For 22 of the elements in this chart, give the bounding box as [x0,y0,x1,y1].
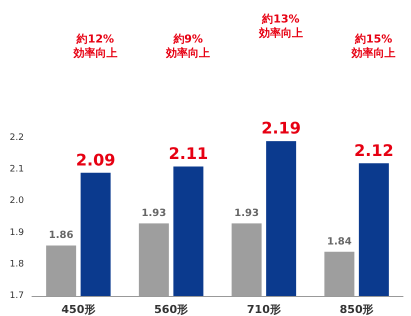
data-label: 1.93 [142,208,166,219]
y-tick-label: 1.8 [10,259,24,270]
y-tick-label: 2.1 [10,164,24,175]
text: 約15% 効率向上 [350,32,396,60]
data-label: 1.93 [234,208,259,219]
y-tick-label: 2.0 [10,196,24,206]
y-tick-label: 1.7 [10,291,24,301]
text: 約12% 効率向上 [72,32,118,60]
y-tick-label: 2.2 [10,133,24,143]
data-label: 2.11 [168,144,208,163]
x-tick-label: 850形 [340,303,374,316]
data-label: 2.12 [354,140,394,160]
y-tick-label: 1.9 [10,228,24,238]
x-tick-label: 560形 [154,303,188,316]
x-tick-label: 450形 [61,303,96,316]
x-tick-label: 710形 [246,303,281,316]
text: 約13% 効率向上 [258,12,303,40]
data-label: 2.19 [261,118,301,138]
data-label: 2.09 [76,150,116,170]
text: 約9% 効率向上 [165,32,210,60]
data-label: 1.84 [327,236,352,248]
data-label: 1.86 [48,230,74,241]
